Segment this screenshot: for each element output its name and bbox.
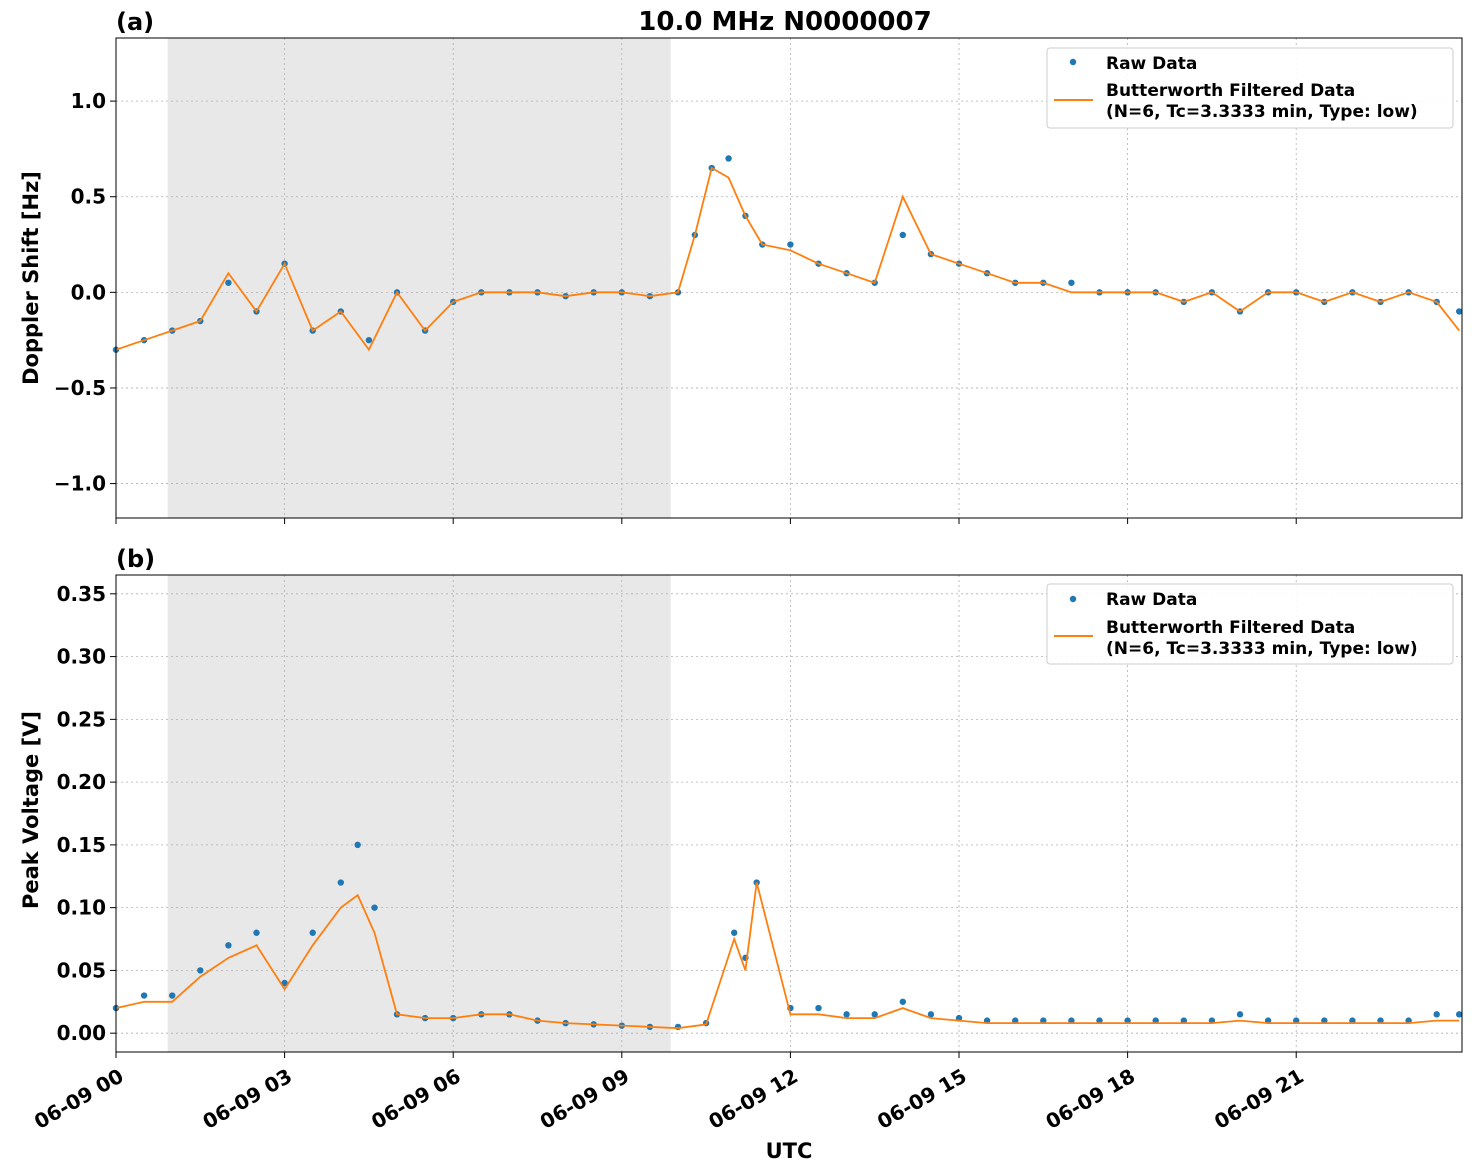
x-tick-label-0: 06-09 00 (30, 1064, 128, 1134)
panel-a-raw-point-36 (1068, 279, 1075, 286)
panel-b-legend-filtered-label: Butterworth Filtered Data (1106, 618, 1355, 638)
panel-a-legend-raw-marker (1069, 58, 1077, 66)
panel-b-raw-point-6 (281, 979, 288, 987)
panel-a-ytick-label-3: −0.5 (54, 376, 106, 400)
panel-b-ytick-label-6: 0.05 (57, 958, 106, 982)
panel-b-ytick-label-7: 0.00 (57, 1021, 106, 1045)
panel-b-legend-filtered-params: (N=6, Tc=3.3333 min, Type: low) (1106, 639, 1418, 659)
panel-b-raw-point-21 (674, 1023, 682, 1031)
panel-a-legend-box (1046, 47, 1454, 129)
panel-b-ytick-label-1: 0.30 (57, 645, 106, 669)
panel-a-ytick-label-2: 0.0 (71, 280, 106, 304)
panel-b-raw-point-30 (899, 998, 907, 1005)
panel-b-raw-point-9 (354, 841, 361, 849)
panel-b-shaded-region (167, 575, 671, 1052)
panel-b-raw-point-31 (927, 1011, 935, 1018)
panel-b-raw-point-29 (871, 1011, 878, 1018)
x-tick-label-1: 06-09 03 (199, 1064, 297, 1134)
panel-a-legend-raw-label: Raw Data (1106, 54, 1197, 74)
panel-b-raw-point-8 (337, 879, 345, 886)
panel-a-axes-frame (115, 37, 1463, 519)
panel-b-raw-point-28 (843, 1011, 850, 1018)
panel-a-raw-point-50 (1455, 308, 1463, 315)
panel-a-y-ticks: 1.0 0.5 0.0 −0.5 −1.0 (54, 89, 116, 496)
panel-b-label: (b) (116, 545, 155, 573)
panel-a-filtered-series-line (115, 166, 1460, 352)
panel-b-x-ticks (115, 1052, 1297, 1058)
panel-a-raw-point-23 (725, 155, 732, 162)
x-axis-label: UTC (766, 1139, 813, 1163)
panel-b-raw-point-42 (1236, 1011, 1244, 1018)
panel-a-raw-series (112, 155, 1463, 353)
panel-b-raw-point-23 (731, 929, 738, 936)
panel-b-legend: Raw Data Butterworth Filtered Data (N=6,… (1046, 583, 1454, 665)
panel-b-raw-point-2 (169, 992, 176, 999)
x-tick-label-5: 06-09 15 (873, 1064, 971, 1134)
panel-b-ytick-label-0: 0.35 (57, 582, 106, 606)
panel-b-ytick-label-4: 0.15 (57, 833, 106, 857)
panel-b-legend-raw-marker (1069, 595, 1077, 603)
panel-b-raw-point-27 (815, 1004, 822, 1012)
panel-a-raw-point-26 (787, 241, 794, 248)
x-tick-label-7: 06-09 21 (1210, 1064, 1308, 1134)
panel-a-ytick-label-4: −1.0 (54, 472, 106, 496)
x-tick-label-4: 06-09 12 (704, 1064, 802, 1134)
x-tick-label-6: 06-09 18 (1042, 1064, 1140, 1134)
panel-b-raw-point-5 (253, 929, 260, 936)
panel-b-legend-raw-label: Raw Data (1106, 590, 1197, 610)
x-tick-label-2: 06-09 06 (367, 1064, 465, 1134)
panel-b: 0.35 0.30 0.25 0.20 0.15 0.10 0.05 0.00 (b) Pea… (19, 545, 1463, 1058)
panel-a: 1.00.50.0−0.5−1.0 (a) 10.0 MHz N0000007 … (19, 7, 1463, 524)
x-tick-label-3: 06-09 09 (536, 1064, 634, 1134)
panel-a-ytick-label-1: 0.5 (71, 185, 106, 209)
panel-b-raw-point-50 (1455, 1011, 1463, 1018)
panel-b-y-ticks: 0.35 0.30 0.25 0.20 0.15 0.10 0.05 0.00 (57, 582, 116, 1045)
panel-b-raw-point-3 (197, 967, 204, 974)
panel-b-ytick-label-5: 0.10 (57, 896, 106, 920)
panel-a-legend: Raw Data Butterworth Filtered Data (N=6,… (1046, 47, 1454, 129)
panel-b-ytick-label-2: 0.25 (57, 707, 106, 731)
figure-title: 10.0 MHz N0000007 (638, 7, 931, 37)
panel-a-x-ticks (115, 518, 1297, 524)
panel-b-y-axis-label: Peak Voltage [V] (19, 711, 43, 909)
panel-a-legend-filtered-label: Butterworth Filtered Data (1106, 81, 1355, 101)
panel-b-raw-point-49 (1433, 1011, 1440, 1018)
panel-a-label: (a) (116, 8, 154, 36)
panel-a-raw-point-30 (899, 231, 907, 239)
panel-a-raw-point-9 (365, 336, 373, 344)
panel-a-shaded-region (167, 38, 671, 518)
panel-b-raw-point-4 (225, 942, 232, 949)
panel-b-axes-frame (115, 574, 1463, 1053)
panel-b-raw-point-7 (309, 929, 316, 936)
panel-b-filtered-series-line (115, 882, 1460, 1030)
panel-a-ytick-label-0: 1.0 (71, 89, 106, 113)
panel-b-raw-point-1 (140, 992, 148, 999)
panel-b-raw-point-10 (371, 904, 378, 911)
panel-a-raw-point-4 (225, 279, 232, 286)
panel-a-y-axis-label: Doppler Shift [Hz] (19, 171, 43, 385)
panel-a-legend-filtered-params: (N=6, Tc=3.3333 min, Type: low) (1106, 102, 1418, 122)
panel-b-legend-box (1046, 583, 1454, 665)
x-tick-labels: 06-09 00 06-09 03 06-09 06 06-09 09 06-09 12… (30, 1064, 1308, 1134)
panel-b-ytick-label-3: 0.20 (57, 770, 106, 794)
